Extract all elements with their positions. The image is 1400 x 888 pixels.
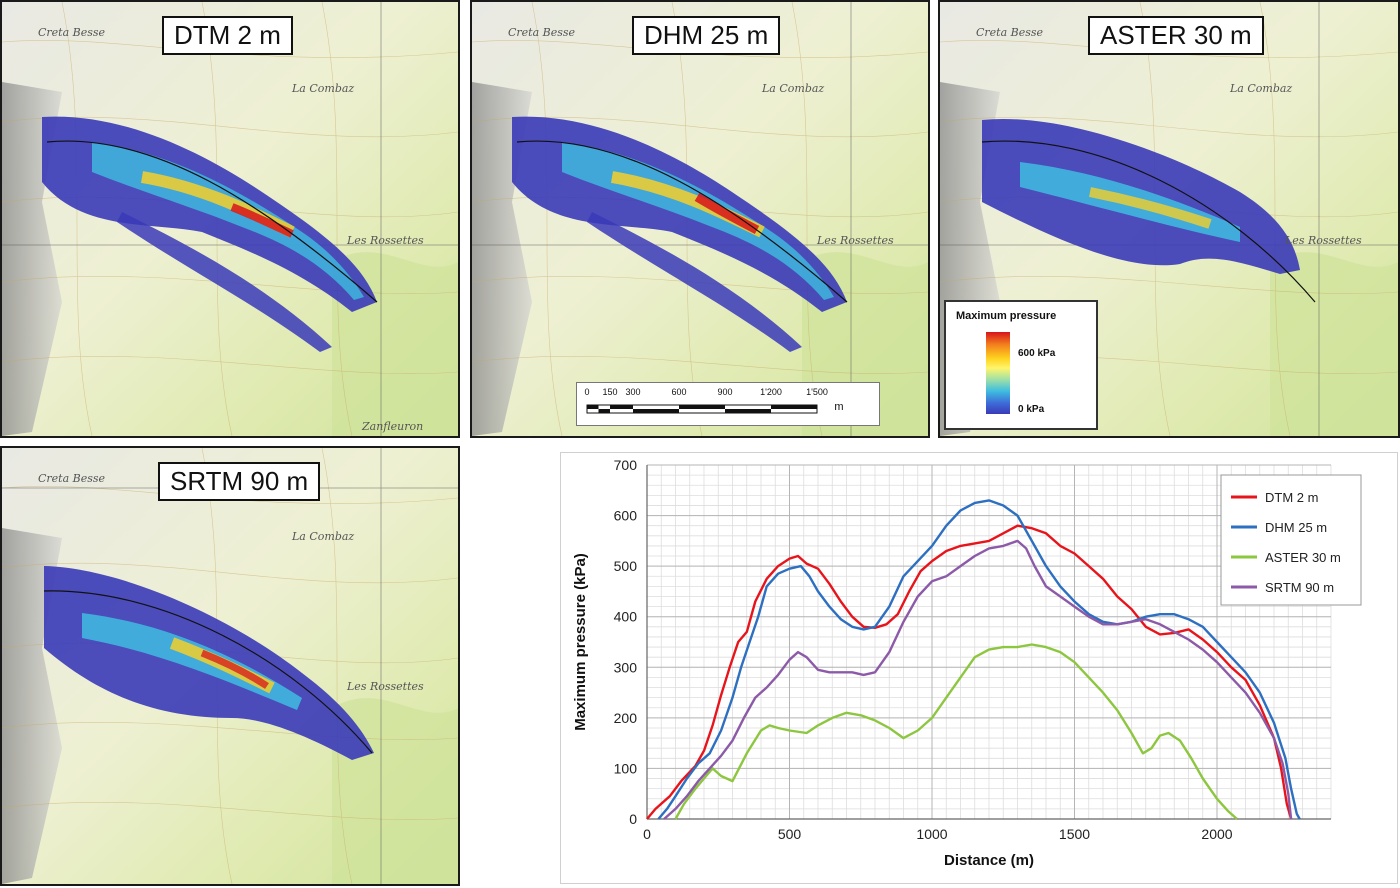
scale-tick-label: 0 (584, 387, 590, 397)
scale-tick-label: 1'200 (760, 387, 782, 397)
place-label: Creta Besse (976, 26, 1044, 39)
scale-tick-label: 600 (671, 387, 687, 397)
legend-entry: ASTER 30 m (1265, 550, 1341, 565)
panel-title: DHM 25 m (632, 16, 781, 55)
x-tick-label: 2000 (1201, 826, 1232, 842)
topographic-map (2, 448, 458, 884)
place-label: Creta Besse (38, 472, 106, 485)
scale-unit: m (834, 401, 844, 413)
scale-tick-label: 150 (602, 387, 618, 397)
legend-entry: DHM 25 m (1265, 520, 1327, 535)
line-chart: 0 500 1000 1500 2000 0 100 200 300 400 500 600 700 Di… (572, 457, 1362, 869)
topographic-map (472, 2, 928, 436)
y-tick-label: 0 (629, 811, 637, 827)
series-line-1 (646, 524, 1293, 820)
place-label: La Combaz (1230, 82, 1293, 95)
y-tick-label: 600 (614, 508, 638, 524)
place-label: Les Rossettes (817, 234, 894, 247)
place-label: La Combaz (762, 82, 825, 95)
place-label: Creta Besse (38, 26, 106, 39)
map-panel-srtm: Creta Besse La Combaz Les Rossettes SRTM… (0, 446, 460, 886)
x-axis-label: Distance (m) (944, 852, 1034, 869)
x-tick-label: 500 (778, 826, 802, 842)
map-panel-aster: Creta Besse La Combaz Les Rossettes ASTE… (938, 0, 1400, 438)
series-line-2 (657, 499, 1301, 820)
place-label: Les Rossettes (1285, 234, 1362, 247)
scale-bar-graphic (586, 404, 818, 414)
legend-entry: SRTM 90 m (1265, 580, 1334, 595)
y-tick-label: 300 (614, 659, 638, 675)
map-panel-dtm: Creta Besse La Combaz Les Rossettes Zanf… (0, 0, 460, 438)
topographic-map (2, 2, 458, 436)
y-tick-label: 700 (614, 457, 638, 473)
panel-title: DTM 2 m (162, 16, 293, 55)
scale-bar: 0 150 300 600 900 1'200 1'500 m (576, 382, 880, 426)
y-tick-label: 400 (614, 609, 638, 625)
series-line-3 (674, 643, 1238, 820)
legend-high-label: 600 kPa (1018, 348, 1056, 359)
series-line-4 (663, 539, 1293, 820)
y-tick-label: 200 (614, 710, 638, 726)
place-label: La Combaz (292, 530, 355, 543)
map-panel-dhm: Creta Besse La Combaz Les Rossettes DHM … (470, 0, 930, 438)
x-tick-label: 0 (643, 826, 651, 842)
panel-title: ASTER 30 m (1088, 16, 1264, 55)
pressure-profile-chart: 0 500 1000 1500 2000 0 100 200 300 400 500 600 700 Di… (560, 452, 1398, 884)
place-label: Creta Besse (508, 26, 576, 39)
legend-color-ramp (986, 332, 1010, 414)
place-label: Les Rossettes (347, 234, 424, 247)
legend-entry: DTM 2 m (1265, 490, 1318, 505)
y-axis-label: Maximum pressure (kPa) (572, 553, 589, 731)
y-tick-label: 500 (614, 558, 638, 574)
scale-tick-label: 900 (717, 387, 733, 397)
scale-tick-label: 1'500 (806, 387, 828, 397)
pressure-legend: Maximum pressure 600 kPa 0 kPa (944, 300, 1098, 430)
legend-low-label: 0 kPa (1018, 404, 1045, 415)
place-label: La Combaz (292, 82, 355, 95)
place-label: Zanfleuron (362, 420, 424, 433)
place-label: Les Rossettes (347, 680, 424, 693)
scale-tick-label: 300 (625, 387, 641, 397)
topographic-map (940, 2, 1398, 436)
legend-title: Maximum pressure (956, 310, 1057, 322)
panel-title: SRTM 90 m (158, 462, 321, 501)
x-tick-label: 1500 (1059, 826, 1090, 842)
y-tick-label: 100 (614, 760, 638, 776)
x-tick-label: 1000 (916, 826, 947, 842)
